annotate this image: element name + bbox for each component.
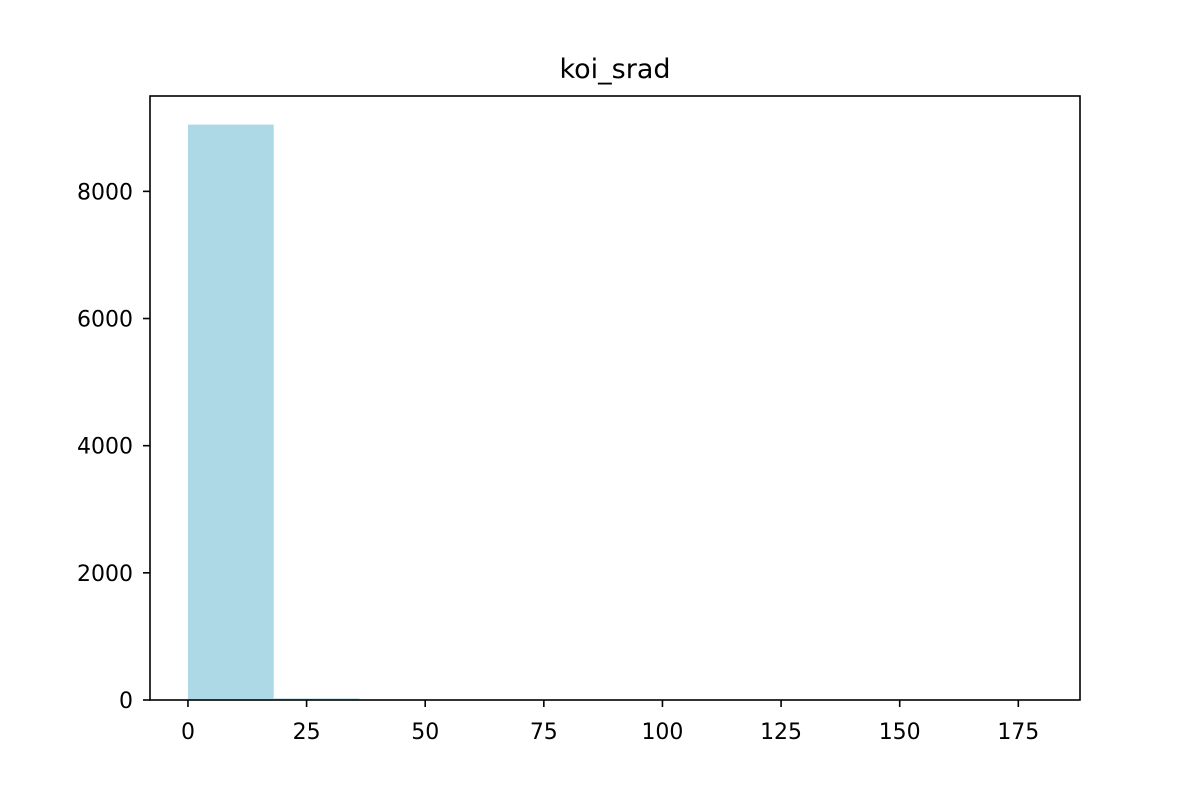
- plot-frame: [149, 95, 1081, 701]
- y-tick-label: 4000: [77, 435, 133, 460]
- y-tick-label: 0: [119, 689, 133, 714]
- x-tick-label: 150: [879, 720, 921, 745]
- histogram-bar: [187, 124, 274, 700]
- histogram-bars: [187, 124, 1046, 700]
- x-tick-label: 175: [997, 720, 1039, 745]
- x-tick-label: 0: [181, 720, 195, 745]
- x-tick-label: 25: [293, 720, 321, 745]
- y-tick-label: 8000: [77, 180, 133, 205]
- y-tick-label: 2000: [77, 562, 133, 587]
- x-axis: 0 25 50 75 100 125 150 175: [181, 700, 1039, 745]
- x-tick-label: 125: [760, 720, 802, 745]
- chart-title: koi_srad: [559, 54, 670, 85]
- x-tick-label: 100: [641, 720, 683, 745]
- x-tick-label: 50: [411, 720, 439, 745]
- y-axis: 0 2000 4000 6000 8000: [77, 180, 150, 714]
- y-tick-label: 6000: [77, 308, 133, 333]
- x-tick-label: 75: [530, 720, 558, 745]
